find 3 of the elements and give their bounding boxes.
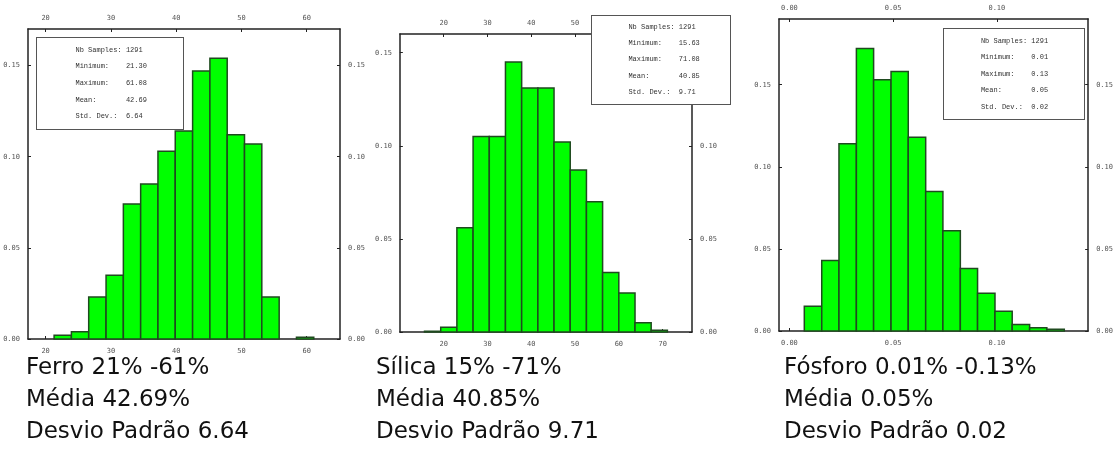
text: Ferro 21% -61% Média 42.69% Desvio Padrão 6.64 [26, 353, 249, 443]
text: Fósforo 0.01% -0.13% Média 0.05% Desvio Padrão 0.02 [784, 353, 1037, 443]
text: Sílica 15% -71% Média 40.85% Desvio Padrão 9.71 [376, 353, 599, 443]
